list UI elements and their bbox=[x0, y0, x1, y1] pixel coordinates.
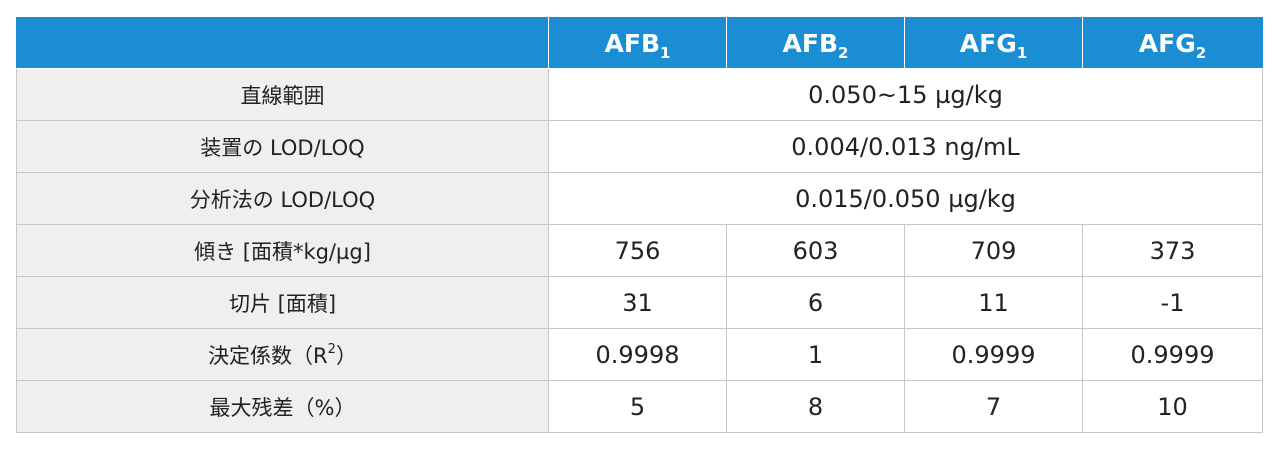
column-header-afg2: AFG2 bbox=[1082, 17, 1263, 69]
results-table: AFB1 AFB2 AFG1 AFG2 直線範囲 0.050~15 µg/kg … bbox=[16, 17, 1263, 433]
table-row-r-squared: 決定係数（R2） 0.9998 1 0.9999 0.9999 bbox=[16, 328, 1263, 381]
column-header-afg1: AFG1 bbox=[904, 17, 1083, 69]
value-cell: 1 bbox=[726, 328, 905, 381]
value-cell: 603 bbox=[726, 224, 905, 277]
table-header-row: AFB1 AFB2 AFG1 AFG2 bbox=[16, 17, 1263, 69]
table-row-intercept: 切片 [面積] 31 6 11 -1 bbox=[16, 276, 1263, 329]
value-cell: 31 bbox=[548, 276, 727, 329]
value-cell: 756 bbox=[548, 224, 727, 277]
value-cell: 373 bbox=[1082, 224, 1263, 277]
value-cell: 11 bbox=[904, 276, 1083, 329]
value-cell: 0.9998 bbox=[548, 328, 727, 381]
row-label: 最大残差（%） bbox=[16, 380, 549, 433]
row-label: 装置の LOD/LOQ bbox=[16, 120, 549, 173]
row-label: 傾き [面積*kg/µg] bbox=[16, 224, 549, 277]
value-cell: 709 bbox=[904, 224, 1083, 277]
value-cell: 6 bbox=[726, 276, 905, 329]
table-row-instrument-lod-loq: 装置の LOD/LOQ 0.004/0.013 ng/mL bbox=[16, 120, 1263, 173]
value-cell: 10 bbox=[1082, 380, 1263, 433]
table-row-slope: 傾き [面積*kg/µg] 756 603 709 373 bbox=[16, 224, 1263, 277]
row-label: 切片 [面積] bbox=[16, 276, 549, 329]
header-corner-cell bbox=[16, 17, 549, 69]
column-header-afb2: AFB2 bbox=[726, 17, 905, 69]
row-label: 分析法の LOD/LOQ bbox=[16, 172, 549, 225]
value-cell: 8 bbox=[726, 380, 905, 433]
value-cell: 7 bbox=[904, 380, 1083, 433]
merged-value-cell: 0.050~15 µg/kg bbox=[548, 68, 1263, 121]
merged-value-cell: 0.004/0.013 ng/mL bbox=[548, 120, 1263, 173]
value-cell: 0.9999 bbox=[904, 328, 1083, 381]
table-row-linear-range: 直線範囲 0.050~15 µg/kg bbox=[16, 68, 1263, 121]
merged-value-cell: 0.015/0.050 µg/kg bbox=[548, 172, 1263, 225]
value-cell: 0.9999 bbox=[1082, 328, 1263, 381]
row-label: 直線範囲 bbox=[16, 68, 549, 121]
row-label: 決定係数（R2） bbox=[16, 328, 549, 381]
table-row-method-lod-loq: 分析法の LOD/LOQ 0.015/0.050 µg/kg bbox=[16, 172, 1263, 225]
value-cell: 5 bbox=[548, 380, 727, 433]
table-row-max-residual: 最大残差（%） 5 8 7 10 bbox=[16, 380, 1263, 433]
value-cell: -1 bbox=[1082, 276, 1263, 329]
column-header-afb1: AFB1 bbox=[548, 17, 727, 69]
